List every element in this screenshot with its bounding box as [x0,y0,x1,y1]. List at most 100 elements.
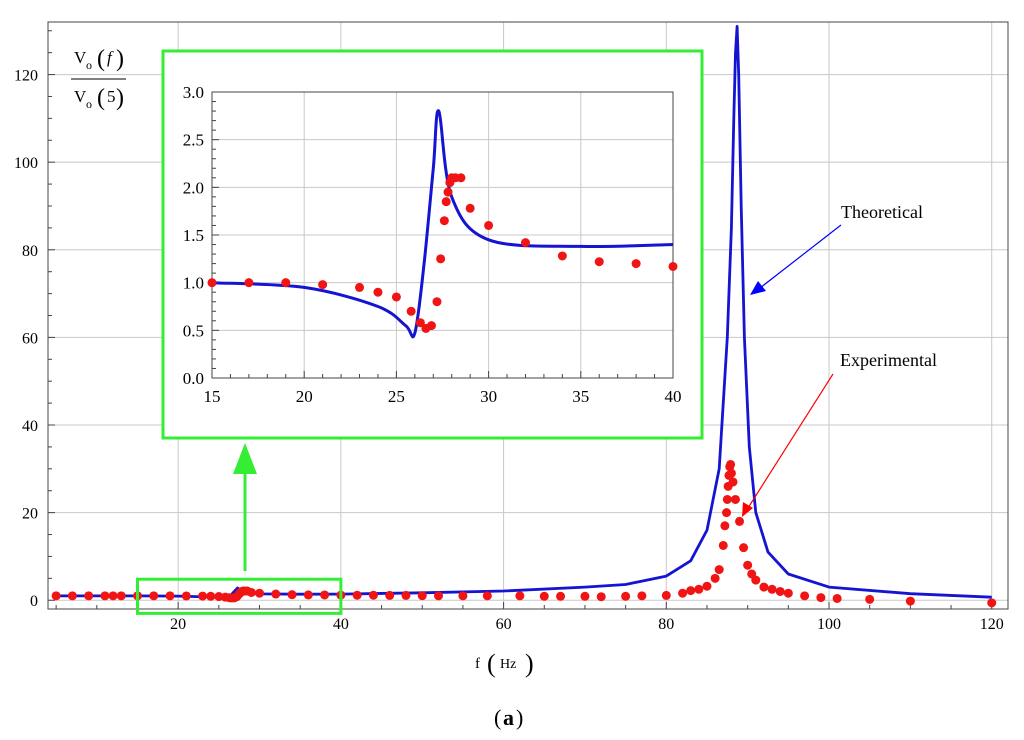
experimental-point [303,590,313,600]
main-x-tick-label: 80 [658,616,674,633]
annotation-theoretical-arrowhead [750,281,766,295]
zoom-indicator [135,443,343,615]
zoom-box [135,577,343,615]
main-y-tick-label: 60 [22,330,38,347]
y-label-num-sub: o [86,58,92,72]
y-label-den-sub: o [86,97,92,111]
inset-y-tick-label: 2.5 [183,131,204,150]
y-axis-label: V o ( f ) V o ( 5 ) [71,46,126,111]
experimental-point [767,584,777,594]
experimental-point [515,591,525,601]
inset-experimental-point [426,321,436,331]
inset-experimental-point [443,187,453,197]
inset-y-tick-label: 3.0 [183,83,204,102]
inset-experimental-point [557,251,567,261]
inset-experimental-point [668,261,678,271]
annotations: Theoretical Experimental [742,202,937,517]
experimental-point [482,591,492,601]
experimental-point [718,540,728,550]
annotation-theoretical: Theoretical [841,202,923,222]
inset-experimental-point [436,254,446,264]
inset-x-tick-label: 15 [204,387,221,406]
inset-experimental-point [244,278,254,288]
main-y-tick-label: 100 [14,155,38,172]
experimental-point [661,590,671,600]
experimental-point [385,590,395,600]
inset-frame [161,49,704,440]
x-label-var: f [475,656,480,672]
inset-x-tick-label: 35 [572,387,589,406]
y-label-den-var: V [74,87,87,106]
inset-experimental-point [520,238,530,248]
inset-x-tick-label: 25 [388,387,405,406]
inset-x-tick-labels: 15 20 25 30 35 40 [204,387,682,406]
x-axis-label: f ( Hz ) [475,649,534,678]
figure-caption: ( a ) [494,705,523,730]
inset-y-tick-label: 2.0 [183,178,204,197]
experimental-point [556,591,566,601]
experimental-point [759,582,769,592]
experimental-point [694,584,704,594]
experimental-point [710,573,720,583]
experimental-point [816,593,826,603]
inset-experimental-point [631,259,641,269]
inset-panel: 15 20 25 30 35 40 0.0 0.5 1.0 1.5 2.0 2.5 3.0 [161,49,704,440]
inset-experimental-point [281,278,291,288]
x-label-paren-close: ) [525,649,534,678]
y-label-den-arg: 5 [107,87,116,106]
inset-y-tick-label: 1.5 [183,226,204,245]
experimental-point [417,591,427,601]
experimental-point [743,560,753,570]
inset-experimental-point [415,318,425,328]
inset-theoretical-line [212,109,673,339]
experimental-point [271,589,281,599]
main-y-tick-label: 20 [22,506,38,523]
inset-x-tick-label: 20 [296,387,313,406]
experimental-point [84,591,94,601]
main-x-tick-label: 60 [496,616,512,633]
y-label-num-arg: f [107,48,114,67]
inset-experimental-point [391,292,401,302]
experimental-point [783,588,793,598]
inset-x-tick-label: 40 [665,387,682,406]
experimental-point [726,459,736,469]
inset-experimental-point [441,197,451,207]
caption-open: ( [494,705,501,730]
main-x-tick-labels: 20 40 60 80 100 120 [170,616,1004,633]
experimental-point [198,591,208,601]
experimental-point [686,586,696,596]
experimental-point [775,586,785,596]
experimental-point [255,588,265,598]
caption-close: ) [516,705,523,730]
experimental-point [580,591,590,601]
y-label-den-paren-open: ( [97,85,105,111]
experimental-point [352,590,362,600]
experimental-point [51,591,61,601]
experimental-point [714,565,724,575]
annotation-experimental-arrow [747,373,834,509]
main-experimental-series [51,459,997,608]
inset-experimental-point [406,306,416,316]
experimental-point [458,591,468,601]
experimental-point [678,588,688,598]
experimental-point [100,591,110,601]
experimental-point [67,591,77,601]
experimental-point [865,594,875,604]
experimental-point [722,494,732,504]
inset-experimental-point [456,173,466,183]
y-label-num-var: V [74,48,87,67]
main-x-tick-label: 120 [980,616,1004,633]
main-y-tick-label: 80 [22,243,38,260]
inset-y-tick-label: 0.0 [183,369,204,388]
experimental-point [751,575,761,585]
y-label-num-paren-close: ) [116,46,124,72]
experimental-point [401,590,411,600]
inset-experimental-point [318,280,328,290]
x-label-unit: Hz [500,657,516,672]
experimental-point [368,590,378,600]
experimental-point [735,516,745,526]
experimental-point [739,543,749,553]
caption-letter: a [503,705,514,730]
experimental-point [702,581,712,591]
